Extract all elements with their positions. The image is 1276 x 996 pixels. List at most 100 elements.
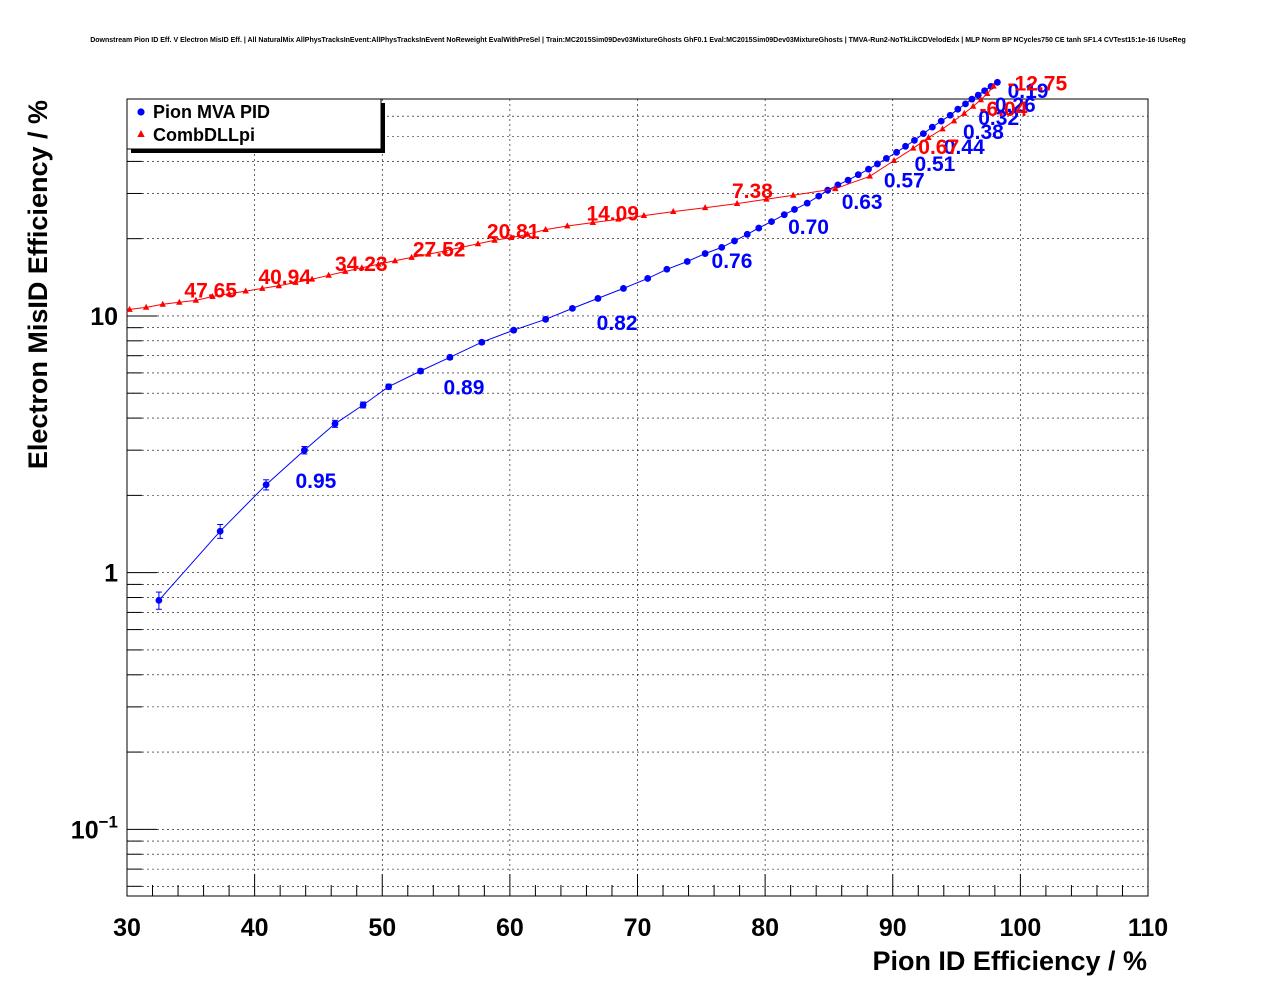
data-point-pion-mva (968, 95, 976, 103)
data-point-combdllpi (308, 275, 316, 282)
data-point-pion-mva (755, 224, 763, 232)
data-point-combdllpi (209, 292, 216, 299)
data-point-combdllpi (733, 199, 741, 206)
data-point-pion-mva (594, 295, 602, 302)
data-point-pion-mva (417, 367, 424, 375)
x-tick-label: 70 (624, 914, 652, 942)
x-axis-title: Pion ID Efficiency / % (872, 946, 1147, 976)
data-point-combdllpi (990, 82, 997, 89)
data-point-pion-mva (701, 250, 709, 257)
data-label: -6.04 (980, 98, 1028, 121)
data-point-pion-mva (262, 481, 270, 489)
data-point-combdllpi (564, 222, 571, 229)
x-tick-label: 100 (1000, 914, 1042, 942)
data-point-combdllpi (640, 211, 648, 218)
legend-marker-pion-mva (137, 108, 145, 116)
legend-label-pion-mva: Pion MVA PID (153, 102, 270, 122)
data-point-pion-mva (446, 353, 454, 361)
data-point-combdllpi (909, 144, 917, 151)
data-point-pion-mva (974, 91, 982, 99)
data-point-combdllpi (969, 102, 977, 109)
data-label: 0.95 (295, 470, 336, 493)
x-tick-label: 80 (751, 914, 779, 942)
data-point-pion-mva (994, 78, 1001, 86)
data-label: -12.75 (1008, 73, 1068, 96)
x-tick-label: 50 (368, 914, 396, 942)
data-point-pion-mva (731, 237, 738, 245)
data-point-pion-mva (911, 136, 918, 144)
data-label: 20.81 (487, 221, 540, 244)
data-point-combdllpi (615, 215, 622, 222)
data-point-pion-mva (882, 154, 890, 162)
data-point-combdllpi (890, 156, 898, 163)
data-label: 47.65 (184, 279, 237, 302)
data-point-pion-mva (743, 230, 751, 238)
legend-marker-combdllpi (137, 130, 145, 137)
data-point-pion-mva (954, 105, 962, 113)
data-point-pion-mva (834, 181, 842, 189)
data-point-pion-mva (893, 148, 900, 156)
data-point-combdllpi (832, 185, 839, 192)
data-point-combdllpi (491, 236, 498, 243)
data-label: 0.89 (444, 377, 485, 400)
data-point-combdllpi (225, 290, 233, 297)
data-point-pion-mva (569, 304, 576, 312)
data-point-pion-mva (844, 176, 852, 184)
data-point-pion-mva (902, 142, 909, 150)
data-point-combdllpi (259, 284, 266, 291)
data-point-combdllpi (242, 287, 249, 294)
chart-title: Downstream Pion ID Eff. V Electron MisID… (90, 37, 1186, 44)
data-point-combdllpi (292, 278, 299, 285)
data-point-pion-mva (874, 160, 881, 168)
data-point-combdllpi (763, 195, 770, 202)
legend: Pion MVA PID CombDLLpi (126, 98, 385, 153)
data-point-pion-mva (542, 315, 550, 323)
data-label: 0.67 (918, 136, 959, 159)
data-point-pion-mva (815, 192, 823, 200)
data-point-combdllpi (670, 207, 677, 214)
x-tick-label: 30 (113, 914, 141, 942)
y-tick-label: 10 (90, 303, 118, 331)
data-point-combdllpi (126, 305, 133, 312)
data-point-pion-mva (937, 117, 945, 125)
x-tick-label: 90 (879, 914, 907, 942)
x-tick-label: 40 (241, 914, 269, 942)
data-point-combdllpi (474, 240, 482, 247)
x-tick-label: 60 (496, 914, 524, 942)
data-point-pion-mva (854, 171, 862, 179)
data-point-combdllpi (925, 134, 932, 141)
data-point-pion-mva (155, 596, 163, 604)
data-point-pion-mva (683, 258, 691, 265)
series-line-pion-mva (158, 81, 998, 601)
data-label: 0.57 (884, 170, 925, 193)
data-point-combdllpi (441, 247, 448, 254)
data-point-combdllpi (866, 172, 873, 179)
data-label: 0.70 (788, 216, 829, 239)
data-point-combdllpi (275, 282, 283, 289)
data-point-pion-mva (385, 383, 393, 391)
data-point-pion-mva (510, 326, 518, 334)
data-point-pion-mva (928, 123, 936, 131)
data-label: 0.82 (597, 312, 638, 335)
data-label: 0.76 (712, 250, 753, 273)
data-point-pion-mva (768, 218, 775, 226)
data-label: 34.23 (335, 253, 388, 276)
data-point-pion-mva (946, 111, 954, 119)
data-point-pion-mva (865, 165, 872, 173)
legend-label-combdllpi: CombDLLpi (153, 125, 255, 145)
data-label: 0.32 (978, 107, 1019, 130)
data-point-pion-mva (300, 446, 308, 454)
y-tick-label: 10−1 (71, 812, 118, 844)
series-layer (126, 78, 1001, 610)
data-point-pion-mva (791, 206, 798, 213)
data-point-combdllpi (342, 267, 349, 274)
data-label: 0.63 (842, 191, 883, 214)
data-point-pion-mva (962, 100, 969, 108)
data-point-combdllpi (950, 117, 958, 124)
y-axis-title: Electron MisID Efficiency / % (23, 100, 53, 469)
data-point-combdllpi (358, 264, 366, 271)
data-point-pion-mva (216, 527, 224, 535)
data-point-combdllpi (192, 296, 200, 303)
data-point-combdllpi (159, 300, 166, 307)
